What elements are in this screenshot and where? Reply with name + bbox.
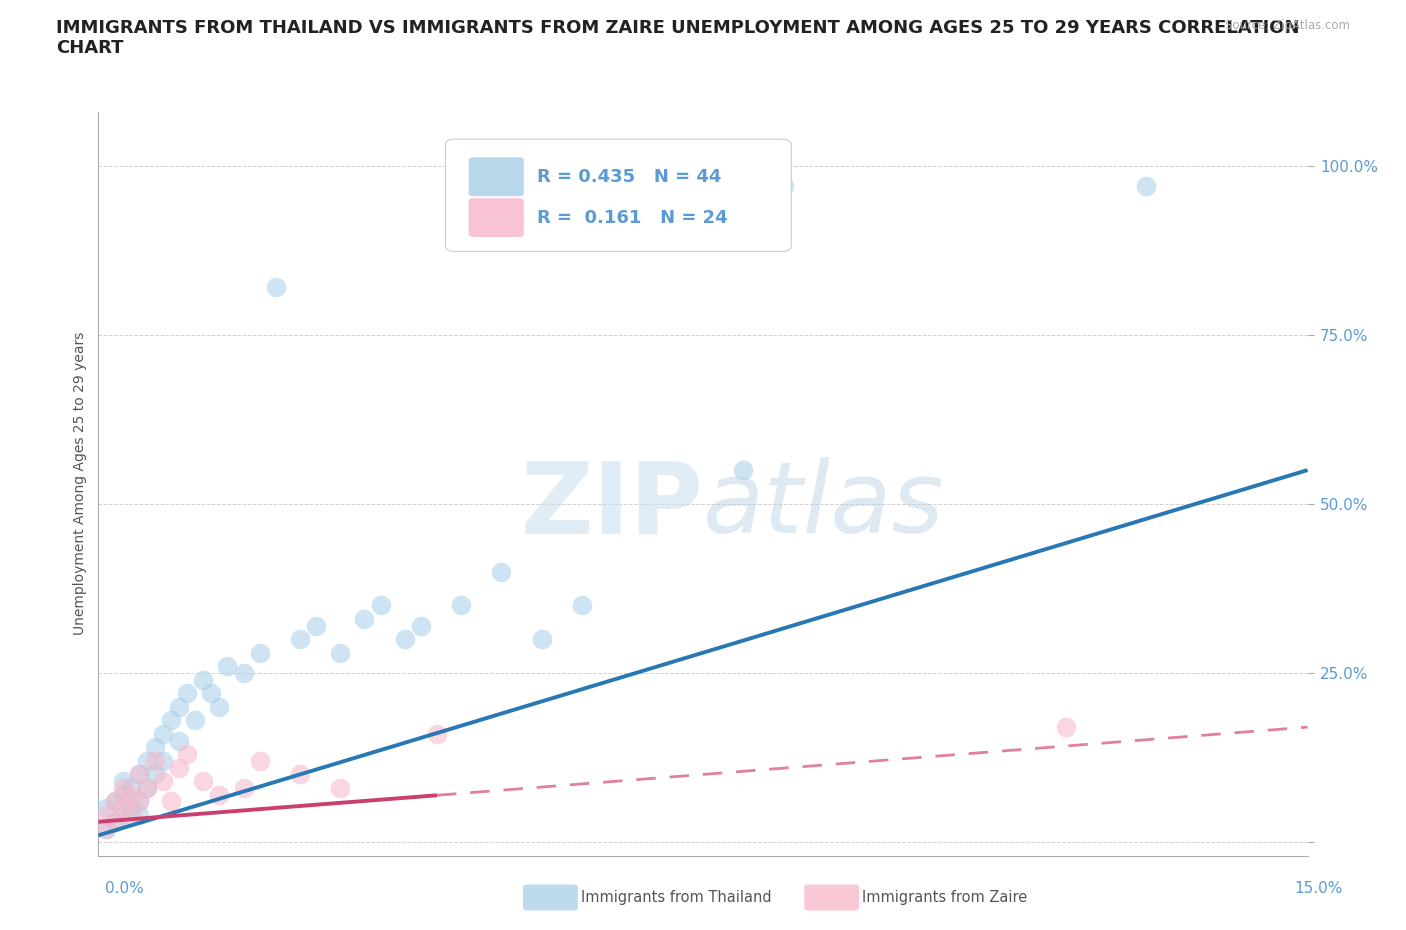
Point xyxy=(329,645,352,660)
Point xyxy=(96,807,118,822)
Point xyxy=(167,733,190,748)
Point xyxy=(103,815,125,830)
Point xyxy=(128,794,150,809)
Point xyxy=(152,726,174,741)
Point xyxy=(288,767,311,782)
Point xyxy=(232,780,254,795)
FancyBboxPatch shape xyxy=(446,140,792,251)
Point xyxy=(143,740,166,755)
Point xyxy=(120,788,142,803)
Point xyxy=(305,618,328,633)
Point xyxy=(176,747,198,762)
Point xyxy=(152,753,174,768)
Point xyxy=(1054,720,1077,735)
Point xyxy=(409,618,432,633)
Text: Immigrants from Thailand: Immigrants from Thailand xyxy=(581,890,772,905)
Point xyxy=(103,794,125,809)
Text: Immigrants from Zaire: Immigrants from Zaire xyxy=(862,890,1028,905)
Point xyxy=(193,774,215,789)
Point xyxy=(232,666,254,681)
Point xyxy=(120,780,142,795)
Point xyxy=(128,767,150,782)
Point xyxy=(193,672,215,687)
Point xyxy=(135,753,157,768)
Point xyxy=(249,645,271,660)
Point xyxy=(120,807,142,822)
FancyBboxPatch shape xyxy=(468,157,524,196)
Point xyxy=(167,699,190,714)
Point xyxy=(329,780,352,795)
Point xyxy=(370,598,392,613)
Text: R =  0.161   N = 24: R = 0.161 N = 24 xyxy=(537,208,728,227)
Point xyxy=(135,780,157,795)
Point xyxy=(152,774,174,789)
Point xyxy=(733,462,755,477)
Point xyxy=(103,794,125,809)
Point xyxy=(772,179,794,193)
Text: Source: ZipAtlas.com: Source: ZipAtlas.com xyxy=(1225,19,1350,32)
Point xyxy=(160,713,183,728)
Point xyxy=(176,685,198,700)
Point xyxy=(96,801,118,816)
FancyBboxPatch shape xyxy=(468,198,524,237)
Point xyxy=(530,631,553,646)
Point xyxy=(450,598,472,613)
Point xyxy=(160,794,183,809)
Point xyxy=(208,699,231,714)
Point xyxy=(249,753,271,768)
Point xyxy=(120,801,142,816)
Point xyxy=(288,631,311,646)
Point xyxy=(111,774,134,789)
Point xyxy=(491,565,513,579)
Text: ZIP: ZIP xyxy=(520,458,703,554)
Point xyxy=(353,611,375,626)
Point xyxy=(217,658,239,673)
Point xyxy=(426,726,449,741)
Point xyxy=(264,280,287,295)
Point xyxy=(111,788,134,803)
Point xyxy=(184,713,207,728)
Text: 15.0%: 15.0% xyxy=(1295,881,1343,896)
Point xyxy=(208,788,231,803)
Point xyxy=(167,760,190,775)
Point xyxy=(96,821,118,836)
Point xyxy=(571,598,593,613)
Point xyxy=(394,631,416,646)
Text: IMMIGRANTS FROM THAILAND VS IMMIGRANTS FROM ZAIRE UNEMPLOYMENT AMONG AGES 25 TO : IMMIGRANTS FROM THAILAND VS IMMIGRANTS F… xyxy=(56,19,1299,58)
Point xyxy=(1135,179,1157,193)
Point xyxy=(128,807,150,822)
Point xyxy=(103,815,125,830)
Y-axis label: Unemployment Among Ages 25 to 29 years: Unemployment Among Ages 25 to 29 years xyxy=(73,332,87,635)
Point xyxy=(111,801,134,816)
Point xyxy=(200,685,222,700)
Text: atlas: atlas xyxy=(703,458,945,554)
Point xyxy=(143,767,166,782)
Point xyxy=(111,807,134,822)
Point xyxy=(143,753,166,768)
Point xyxy=(128,767,150,782)
Point xyxy=(111,780,134,795)
Point xyxy=(135,780,157,795)
Point xyxy=(128,794,150,809)
Text: R = 0.435   N = 44: R = 0.435 N = 44 xyxy=(537,167,721,186)
Point xyxy=(96,821,118,836)
Text: 0.0%: 0.0% xyxy=(105,881,145,896)
